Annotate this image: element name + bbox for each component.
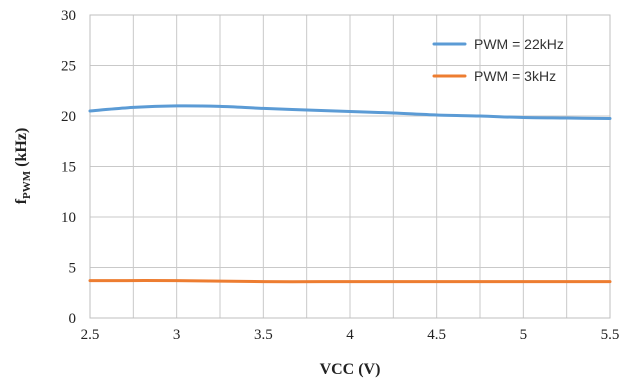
legend-label-pwm-22khz: PWM = 22kHz <box>474 36 564 52</box>
x-tick-labels: 2.5 3 3.5 4 4.5 5 5.5 <box>81 327 620 343</box>
plot-frame <box>89 14 611 319</box>
x-axis-title: VCC (V) <box>320 361 381 378</box>
y-axis-title-main: f <box>13 198 30 204</box>
y-tick-label: 10 <box>61 210 76 226</box>
x-tick-label: 5 <box>520 327 528 343</box>
x-tick-label: 4 <box>346 327 354 343</box>
gridlines <box>89 14 611 319</box>
y-tick-label: 20 <box>61 109 76 125</box>
y-axis-title: fPWM (kHz) <box>13 128 33 205</box>
series-group <box>88 104 612 284</box>
y-tick-label: 5 <box>69 261 77 277</box>
x-tick-label: 5.5 <box>601 327 620 343</box>
x-tick-label: 4.5 <box>427 327 446 343</box>
y-tick-label: 25 <box>61 59 76 75</box>
y-axis-title-unit: (kHz) <box>13 128 30 171</box>
x-tick-label: 3.5 <box>254 327 273 343</box>
y-tick-label: 30 <box>61 8 76 24</box>
y-tick-label: 15 <box>61 160 76 176</box>
legend-label-pwm-3khz: PWM = 3kHz <box>474 68 556 84</box>
y-tick-labels: 0 5 10 15 20 25 30 <box>61 8 76 327</box>
x-tick-label: 3 <box>173 327 181 343</box>
series-line-pwm-22khz <box>88 104 612 121</box>
series-line-pwm-3khz <box>88 279 612 284</box>
x-tick-label: 2.5 <box>81 327 100 343</box>
legend: PWM = 22kHz PWM = 3kHz <box>432 36 564 84</box>
y-tick-label: 0 <box>69 311 77 327</box>
y-axis-title-subscript: PWM <box>21 170 33 199</box>
